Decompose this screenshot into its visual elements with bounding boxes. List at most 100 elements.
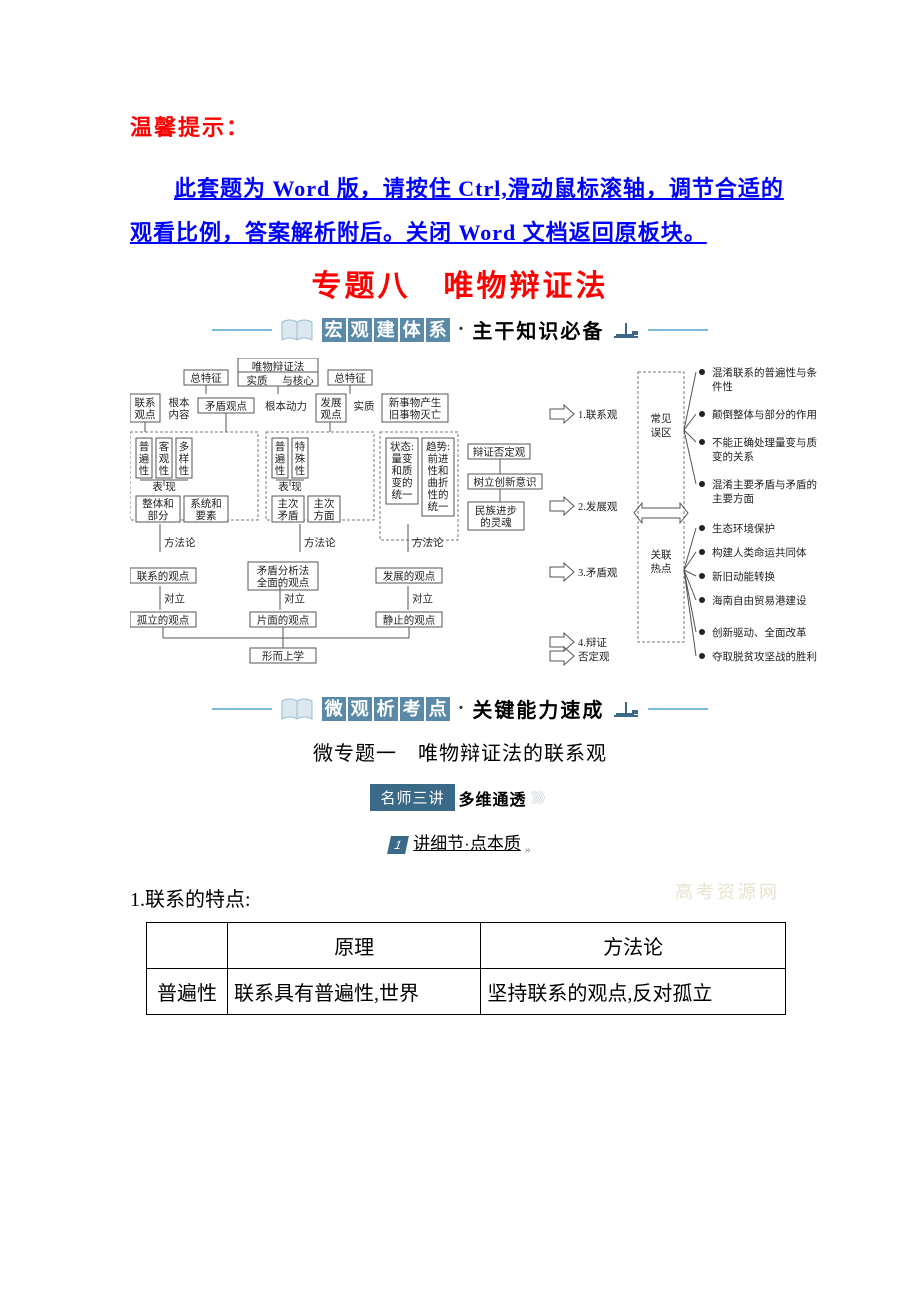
stamp-char: 观: [348, 697, 372, 721]
banner-subtitle: 主干知识必备: [472, 315, 604, 344]
table-header: [147, 923, 228, 969]
document-page: 温馨提示： 此套题为 Word 版，请按住 Ctrl,滑动鼠标滚轴，调节合适的观…: [0, 0, 920, 1055]
svg-text:2.发展观: 2.发展观: [578, 500, 618, 513]
svg-text:矛盾: 矛盾: [278, 510, 299, 522]
tip-label: 温馨提示：: [130, 110, 790, 142]
svg-text:树立创新意识: 树立创新意识: [474, 476, 537, 489]
svg-text:方面: 方面: [314, 509, 335, 522]
sub-topic-title: 微专题一 唯物辩证法的联系观: [130, 737, 790, 766]
features-table: 原理 方法论 普遍性 联系具有普遍性,世界 坚持联系的观点,反对孤立: [146, 922, 786, 1015]
chevron-icon: »: [525, 842, 531, 856]
divider: [648, 329, 708, 331]
table-header: 方法论: [481, 923, 786, 969]
svg-text:3.矛盾观: 3.矛盾观: [578, 567, 618, 579]
svg-text:实质: 实质: [354, 400, 375, 413]
dot-separator: ·: [458, 318, 465, 341]
svg-text:量变: 量变: [392, 452, 413, 465]
svg-text:创新驱动、全面改革: 创新驱动、全面改革: [712, 626, 807, 639]
svg-text:性和: 性和: [428, 464, 449, 477]
svg-text:混淆联系的普遍性与条: 混淆联系的普遍性与条: [712, 366, 817, 379]
svg-text:全面的观点: 全面的观点: [257, 576, 310, 589]
ribbon-label: 名师三讲: [370, 784, 454, 811]
svg-text:样: 样: [179, 452, 190, 465]
stamp-char: 考: [400, 697, 424, 721]
svg-text:和质: 和质: [392, 465, 413, 477]
banner-micro: 微 观 析 考 点 · 关键能力速成: [130, 694, 790, 723]
svg-text:状态:: 状态:: [390, 440, 414, 453]
svg-text:否定观: 否定观: [578, 650, 610, 663]
svg-text:观: 观: [159, 453, 170, 465]
banner-subtitle: 关键能力速成: [472, 694, 604, 723]
svg-text:生态环境保护: 生态环境保护: [712, 522, 775, 535]
svg-text:客: 客: [159, 440, 170, 453]
svg-text:颠倒整体与部分的作用: 颠倒整体与部分的作用: [712, 408, 817, 421]
svg-text:海南自由贸易港建设: 海南自由贸易港建设: [712, 594, 807, 607]
svg-text:静止的观点: 静止的观点: [383, 614, 436, 627]
dot-separator: ·: [458, 697, 465, 720]
svg-text:主次: 主次: [314, 497, 335, 510]
svg-text:整体和: 整体和: [142, 497, 174, 510]
svg-text:性: 性: [139, 464, 150, 477]
svg-text:方法论: 方法论: [412, 536, 444, 549]
svg-text:主要方面: 主要方面: [712, 492, 754, 505]
detail-text: 讲细节·点本质: [413, 834, 521, 853]
svg-text:性: 性: [295, 464, 306, 477]
chevron-icon: 》》》: [531, 788, 550, 808]
svg-text:不能正确处理量变与质: 不能正确处理量变与质: [712, 436, 817, 449]
svg-text:方法论: 方法论: [304, 536, 336, 549]
svg-text:根本: 根本: [169, 396, 190, 409]
svg-text:联系: 联系: [135, 397, 156, 409]
svg-text:唯物辩证法: 唯物辩证法: [252, 360, 305, 373]
main-title: 专题八 唯物辩证法: [130, 261, 790, 305]
svg-text:热点: 热点: [651, 562, 672, 575]
svg-text:新旧动能转换: 新旧动能转换: [712, 570, 775, 583]
svg-text:常见: 常见: [651, 412, 672, 425]
ink-icon: [612, 700, 640, 718]
book-icon: [280, 318, 314, 342]
svg-text:对立: 对立: [164, 592, 185, 605]
svg-text:矛盾分析法: 矛盾分析法: [257, 564, 310, 577]
svg-text:普: 普: [139, 440, 150, 453]
svg-text:统一: 统一: [392, 488, 413, 501]
svg-text:性: 性: [275, 464, 286, 477]
svg-text:普: 普: [275, 440, 286, 453]
svg-text:观点: 观点: [321, 409, 342, 421]
stamp-char: 宏: [322, 318, 346, 342]
svg-text:变的: 变的: [392, 476, 413, 489]
svg-text:变的关系: 变的关系: [712, 450, 754, 463]
ribbon-row: 名师三讲 多维通透 》》》: [130, 784, 790, 811]
svg-text:1.联系观: 1.联系观: [578, 409, 618, 421]
svg-text:关联: 关联: [651, 548, 672, 561]
svg-text:夺取脱贫攻坚战的胜利: 夺取脱贫攻坚战的胜利: [712, 650, 817, 663]
svg-text:观点: 观点: [135, 409, 156, 421]
svg-text:发展: 发展: [321, 396, 342, 409]
divider: [212, 329, 272, 331]
svg-text:4.辩证: 4.辩证: [578, 636, 607, 649]
banner-macro: 宏 观 建 体 系 · 主干知识必备: [130, 315, 790, 344]
concept-diagram: 总特征唯物辩证法实质与核心总特征联系观点根本内容矛盾观点根本动力发展观点实质新事…: [130, 358, 910, 678]
svg-text:要素: 要素: [196, 509, 217, 522]
svg-text:与核心: 与核心: [282, 374, 314, 387]
svg-text:遍: 遍: [139, 452, 150, 465]
tip-body: 此套题为 Word 版，请按住 Ctrl,滑动鼠标滚轴，调节合适的观看比例，答案…: [130, 167, 790, 255]
svg-text:总特征: 总特征: [334, 372, 366, 385]
svg-text:性: 性: [159, 464, 170, 477]
divider: [212, 708, 272, 710]
svg-text:统一: 统一: [428, 500, 449, 513]
stamp-char: 观: [348, 318, 372, 342]
svg-text:对立: 对立: [412, 592, 433, 605]
svg-text:性的: 性的: [428, 488, 449, 501]
table-cell: 普遍性: [147, 969, 228, 1015]
svg-text:的灵魂: 的灵魂: [480, 516, 512, 529]
svg-text:曲折: 曲折: [428, 476, 449, 489]
svg-text:辩证否定观: 辩证否定观: [473, 446, 526, 459]
svg-text:对立: 对立: [284, 592, 305, 605]
svg-text:矛盾观点: 矛盾观点: [205, 401, 247, 413]
book-icon: [280, 697, 314, 721]
svg-text:多: 多: [179, 440, 190, 453]
svg-text:系统和: 系统和: [190, 497, 222, 510]
svg-text:新事物产生: 新事物产生: [389, 396, 442, 409]
svg-text:特: 特: [295, 441, 306, 453]
svg-text:件性: 件性: [712, 380, 733, 393]
detail-heading: 1 讲细节·点本质 »: [130, 829, 790, 857]
